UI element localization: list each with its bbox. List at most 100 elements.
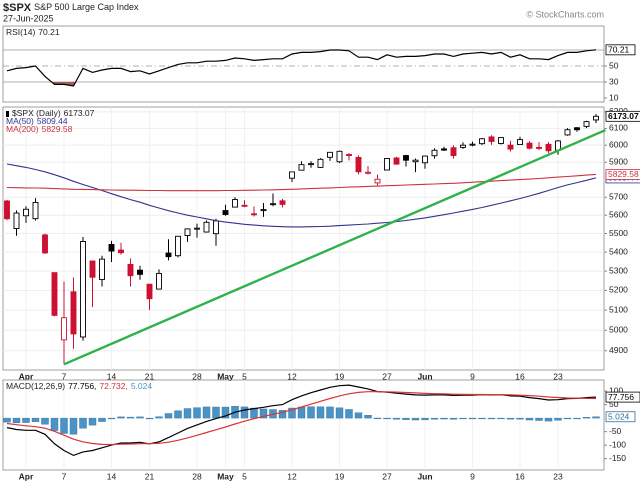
y-tick-label: -150	[609, 453, 626, 463]
x-tick-label: 19	[335, 371, 345, 381]
candle-body	[488, 136, 495, 142]
legend-value: 72.732,	[99, 381, 127, 391]
x-tick-label: 14	[107, 371, 117, 381]
candle-body	[450, 147, 457, 157]
candle-body	[108, 244, 115, 252]
value-box	[605, 110, 640, 122]
line	[6, 391, 597, 446]
histogram-bar	[117, 416, 125, 419]
candle-body	[431, 149, 438, 157]
legend-value: 6173.07	[64, 108, 95, 118]
x-tick-label: 7	[62, 371, 67, 381]
candle-body	[51, 272, 58, 316]
histogram-bar	[278, 410, 287, 419]
candle-body	[146, 283, 153, 300]
candle-body	[479, 138, 485, 145]
legend-title: MACD(12,26,9)	[6, 381, 65, 391]
x-tick-label: 16	[515, 371, 525, 381]
histogram-bar	[212, 406, 220, 419]
candle-body	[118, 249, 124, 254]
legend-value: 77.756,	[68, 381, 96, 391]
candle-body	[203, 221, 210, 233]
candle-body	[526, 142, 533, 149]
candle-body	[127, 263, 134, 277]
legend-name: $SPX (Daily)	[12, 108, 61, 118]
legend-title: RSI(14)	[6, 27, 35, 37]
histogram-bar	[582, 417, 591, 419]
candle-body	[23, 208, 29, 217]
candle-body	[517, 139, 523, 145]
histogram-bar	[126, 416, 135, 419]
histogram-bar	[221, 406, 230, 419]
y-tick-label: -50	[609, 426, 622, 436]
candle-body	[289, 171, 295, 179]
trend-line	[63, 128, 606, 366]
y-tick-label: 6100	[609, 123, 628, 133]
candle-body	[507, 144, 514, 150]
candle-body	[346, 154, 352, 156]
histogram-bar	[354, 412, 363, 419]
x-tick-label: Jun	[417, 371, 432, 381]
candle-body	[165, 252, 172, 258]
candle-body	[137, 269, 143, 275]
legend-name: MA(200)	[6, 124, 39, 134]
candle-body	[498, 137, 504, 144]
histogram-bar	[440, 417, 448, 420]
histogram-bar	[31, 417, 40, 422]
candle-body	[213, 220, 219, 235]
value-box	[605, 44, 636, 56]
histogram-bar	[60, 417, 68, 434]
histogram-bar	[402, 417, 410, 420]
y-tick-label: 6000	[609, 139, 628, 149]
legend-value: 5809.44	[37, 116, 68, 126]
candle-body	[355, 156, 362, 173]
candle-body	[61, 317, 67, 341]
histogram-bar	[22, 417, 30, 423]
x-tick-label: Apr	[19, 371, 34, 381]
histogram-bar	[535, 417, 543, 421]
candle-body	[251, 213, 257, 216]
legend: $SPX (Daily) 6173.07	[12, 108, 95, 118]
value-box	[605, 391, 640, 403]
value-label: 5829.58	[608, 169, 639, 179]
panel-frame	[2, 379, 605, 471]
histogram-bar	[326, 406, 334, 419]
histogram-bar	[202, 406, 211, 419]
y-tick-label: 5700	[609, 192, 628, 202]
y-tick-label: 50	[609, 60, 619, 70]
x-tick-label: 16	[515, 471, 525, 481]
histogram-bar	[411, 417, 420, 421]
y-tick-label: 10	[609, 92, 619, 102]
x-tick-label: 21	[145, 371, 155, 381]
histogram-bar	[544, 417, 553, 422]
candle-body	[13, 212, 20, 229]
candle-body	[32, 201, 39, 220]
candle-body	[412, 159, 419, 163]
value-box	[605, 169, 640, 180]
candle-body	[184, 228, 191, 236]
candle-body	[156, 272, 162, 290]
candle-body	[270, 203, 276, 206]
legend: MA(50) 5809.44	[6, 116, 68, 126]
x-tick-label: 23	[553, 471, 563, 481]
histogram-bar	[183, 408, 192, 419]
y-tick-label: 5000	[609, 325, 628, 335]
histogram-bar	[430, 417, 439, 420]
y-tick-label: 5300	[609, 265, 628, 275]
candle-body	[336, 150, 343, 163]
candle-body	[222, 210, 229, 215]
candle-body	[42, 234, 48, 254]
x-tick-label: 12	[287, 371, 297, 381]
candle-body	[99, 258, 105, 281]
legend-icon	[6, 111, 9, 117]
legend-name: MA(50)	[6, 116, 34, 126]
candle-body	[365, 171, 371, 174]
histogram-bar	[307, 406, 315, 419]
histogram-bar	[373, 417, 382, 420]
moving-average	[6, 163, 597, 228]
index-name: S&P 500 Large Cap Index	[34, 2, 139, 12]
legend-value: 70.21	[38, 27, 60, 37]
y-tick-label: 5400	[609, 246, 628, 256]
candle-body	[175, 235, 181, 257]
